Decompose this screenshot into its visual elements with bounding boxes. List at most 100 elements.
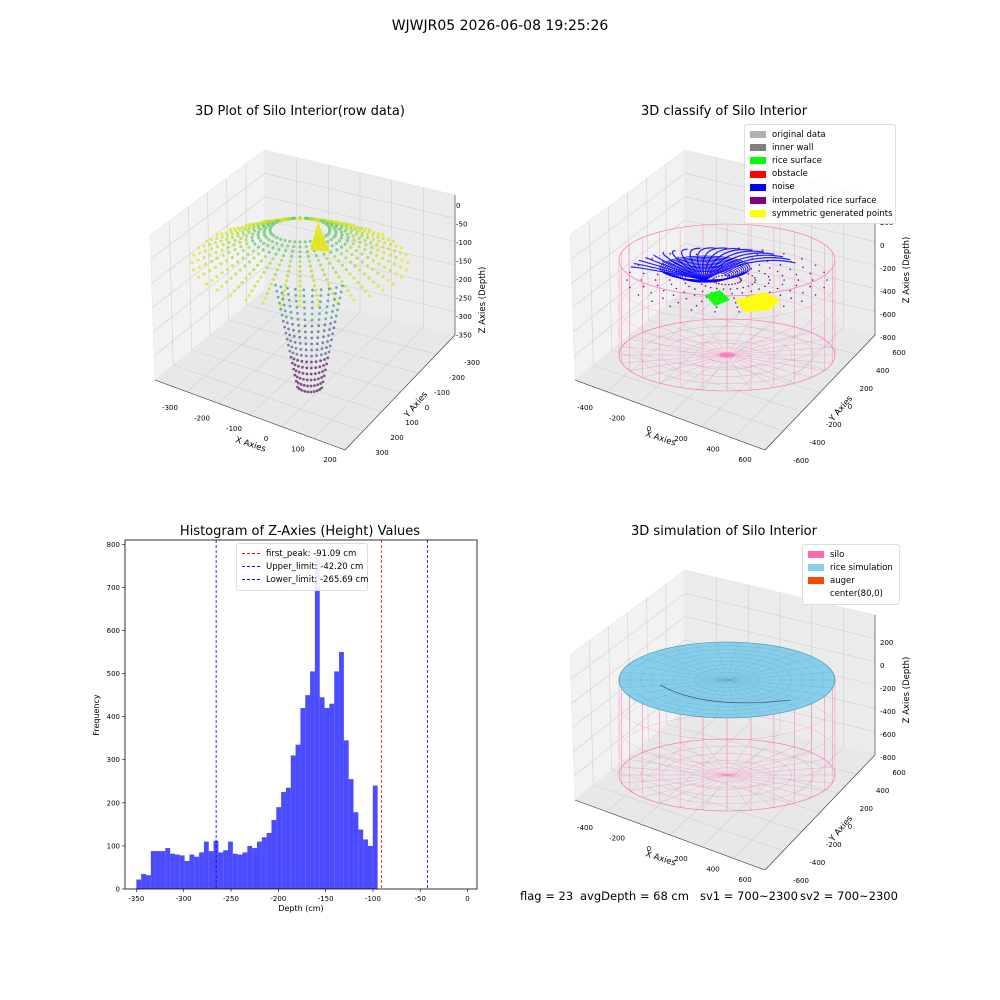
point (325, 277, 329, 281)
histogram-bar (223, 850, 229, 889)
silo-spoke (659, 746, 728, 776)
interpolated-point (685, 298, 688, 300)
legend-label: inner wall (772, 142, 814, 153)
point (294, 369, 298, 373)
noise-points (662, 251, 706, 281)
point (292, 328, 295, 332)
noise-points (704, 259, 796, 281)
interpolated-point (695, 253, 698, 256)
point (230, 255, 234, 259)
point (302, 288, 306, 292)
z-tick: -800 (880, 334, 896, 342)
panel3-title: Histogram of Z-Axies (Height) Values (179, 524, 421, 539)
x-tick: 100 (291, 446, 304, 454)
point (299, 382, 303, 386)
point (297, 329, 301, 333)
point (287, 343, 290, 347)
histogram-bar (194, 856, 200, 889)
point (280, 291, 284, 295)
interpolated-point (697, 279, 700, 281)
point (197, 265, 202, 269)
interpolated-point (779, 264, 782, 266)
histogram-bar (237, 854, 243, 889)
point (332, 304, 335, 307)
point (335, 286, 338, 289)
point (268, 261, 272, 265)
point (392, 262, 397, 266)
histogram-bar (189, 854, 195, 889)
point (326, 356, 330, 360)
point (371, 237, 375, 241)
point (275, 236, 279, 240)
histogram-bar (367, 845, 373, 889)
y-tick: -300 (464, 359, 480, 367)
interpolated-point (727, 274, 730, 277)
point (334, 230, 338, 235)
rice-surface-points (705, 290, 730, 306)
interpolated-point (764, 272, 766, 275)
point (279, 218, 283, 222)
point (320, 347, 324, 351)
point (303, 389, 307, 393)
point (271, 277, 275, 281)
y-tick: 600 (892, 769, 905, 777)
interpolated-point (651, 300, 653, 303)
point (298, 284, 302, 288)
point (298, 264, 302, 269)
x-tick: -400 (577, 404, 593, 412)
point (308, 239, 312, 243)
z-axis-label: Z Axies (Depth) (902, 657, 912, 724)
interpolated-point (733, 261, 735, 263)
x-tick: -200 (609, 834, 625, 842)
point (220, 284, 224, 288)
y-axis-label: Frequency (92, 694, 101, 736)
point (208, 253, 212, 257)
point (250, 222, 254, 226)
noise-points (681, 271, 729, 283)
point (339, 290, 343, 294)
y-tick: 100 (107, 842, 120, 850)
z-tick: -400 (880, 708, 896, 716)
point (279, 285, 283, 289)
point (240, 280, 244, 285)
point (302, 300, 306, 304)
interpolated-point (795, 284, 798, 287)
interpolated-point (758, 270, 760, 272)
noise-points (702, 247, 728, 281)
z-tick: -150 (456, 258, 472, 266)
point (376, 248, 380, 252)
interpolated-point (670, 274, 673, 277)
point (209, 247, 213, 251)
point (404, 253, 408, 257)
interpolated-point (724, 274, 727, 277)
point (298, 387, 301, 391)
point (245, 234, 249, 238)
y-tick: 0 (425, 404, 429, 412)
interpolated-point (764, 285, 766, 288)
point (329, 322, 332, 325)
point (304, 342, 308, 346)
x-axis-line (154, 379, 346, 451)
point (345, 232, 349, 236)
interpolated-point (789, 289, 792, 292)
point (317, 371, 321, 375)
point (337, 302, 341, 306)
y-tick: -100 (434, 389, 450, 397)
histogram-bar (242, 852, 248, 889)
point (363, 238, 367, 243)
interpolated-point (672, 264, 675, 266)
x-tick: 200 (674, 435, 687, 443)
point (335, 220, 339, 224)
point (327, 282, 331, 286)
silo-spoke (629, 339, 728, 356)
point (331, 310, 334, 313)
point (252, 267, 256, 272)
point (332, 326, 336, 330)
point (310, 300, 314, 304)
point (329, 250, 333, 254)
silo-base-ring (705, 347, 749, 363)
histogram-bar (261, 837, 267, 889)
point (204, 282, 209, 286)
point (398, 265, 403, 269)
point (303, 324, 307, 328)
